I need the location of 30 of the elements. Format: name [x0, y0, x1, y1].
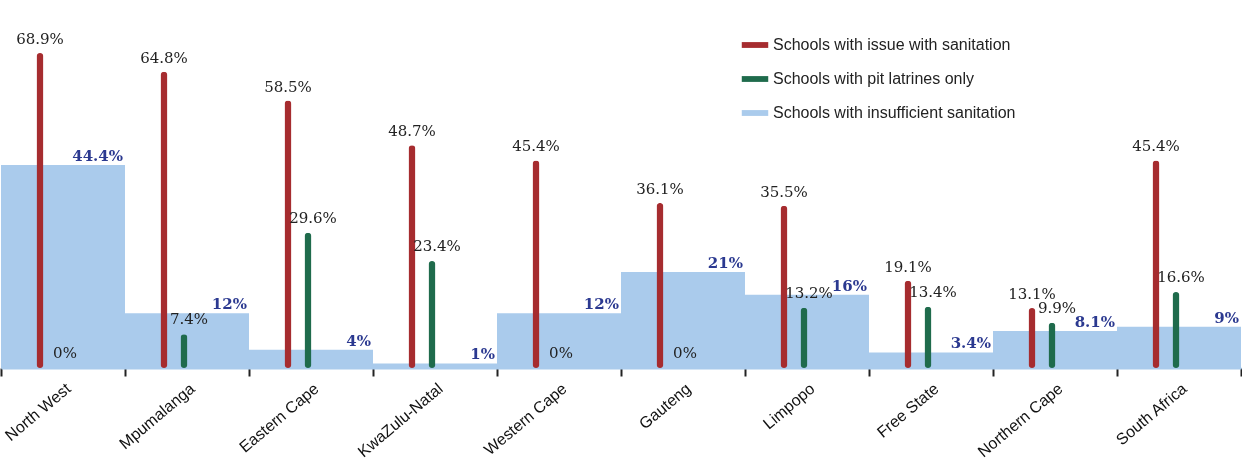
data-label: 7.4%	[169, 310, 209, 329]
data-label: 68.9%	[16, 30, 64, 48]
legend-label: Schools with insufficient sanitation	[773, 104, 1016, 121]
data-label: 12%	[211, 295, 247, 314]
data-label: 16%	[831, 276, 867, 295]
data-label: 9%	[1214, 308, 1239, 327]
data-label: 45.4%	[1132, 137, 1180, 156]
data-label: 12%	[583, 295, 619, 314]
legend-label: Schools with pit latrines only	[773, 70, 974, 87]
data-label: 8.1%	[1074, 312, 1115, 331]
legend-label: Schools with issue with sanitation	[773, 36, 1011, 53]
data-label: 9.9%	[1037, 298, 1077, 317]
data-label: 45.4%	[512, 137, 560, 156]
data-label: 0%	[673, 344, 697, 362]
data-label: 0%	[549, 344, 573, 362]
data-label: 44.4%	[72, 147, 123, 166]
data-label: 0%	[53, 344, 77, 362]
data-label: 3.4%	[950, 334, 991, 353]
data-label: 36.1%	[636, 179, 684, 198]
data-label: 13.2%	[785, 283, 833, 302]
data-label: 1%	[470, 345, 495, 364]
data-label: 21%	[707, 253, 743, 272]
data-label: 58.5%	[264, 77, 312, 96]
data-label: 19.1%	[884, 257, 932, 276]
data-label: 4%	[346, 331, 371, 350]
data-label: 48.7%	[388, 122, 436, 141]
data-label: 35.5%	[760, 182, 808, 201]
data-label: 13.4%	[909, 282, 957, 301]
data-label: 64.8%	[140, 48, 188, 67]
data-label: 16.6%	[1157, 268, 1205, 287]
